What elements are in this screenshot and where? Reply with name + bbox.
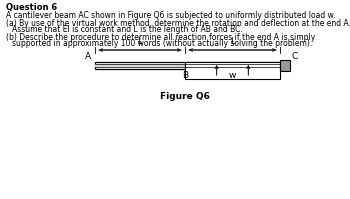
Text: A cantilever beam AC shown in Figure Q6 is subjected to uniformly distributed lo: A cantilever beam AC shown in Figure Q6 … [6, 11, 336, 20]
Text: Figure Q6: Figure Q6 [160, 92, 210, 101]
Text: w: w [229, 71, 236, 80]
Bar [95, 62, 280, 69]
Text: Assume that EI is constant and L is the length of AB and BC.: Assume that EI is constant and L is the … [12, 25, 243, 34]
Text: (a) By use of the virtual work method, determine the rotation and deflection at : (a) By use of the virtual work method, d… [6, 19, 350, 28]
Text: (b) Describe the procedure to determine all reaction forces if the end A is simp: (b) Describe the procedure to determine … [6, 33, 315, 42]
Text: Question 6: Question 6 [6, 3, 57, 12]
Text: B: B [182, 71, 188, 80]
Text: L: L [138, 37, 142, 46]
Text: supported in approximately 100 words (without actually solving the problem).: supported in approximately 100 words (wi… [12, 39, 312, 48]
Bar [185, 62, 280, 79]
Text: C: C [292, 52, 298, 61]
Text: A: A [85, 52, 91, 61]
Bar [95, 64, 280, 67]
Bar [280, 60, 290, 71]
Text: L: L [230, 37, 235, 46]
